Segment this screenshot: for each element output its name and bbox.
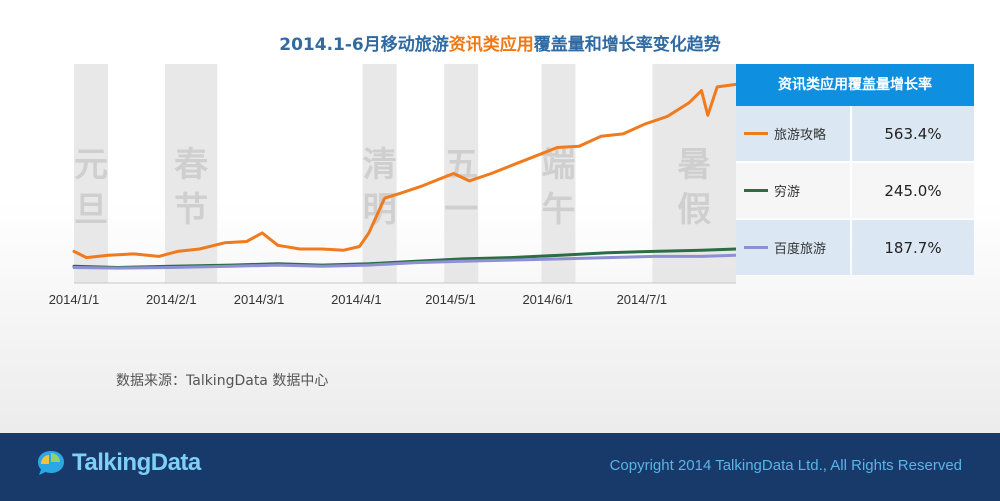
panel-row-value: 187.7% — [852, 220, 974, 275]
panel-row: 旅游攻略 563.4% — [736, 106, 974, 161]
panel-row-name: 旅游攻略 — [774, 128, 827, 143]
x-tick-label: 2014/4/1 — [331, 292, 382, 307]
panel-row-value: 563.4% — [852, 106, 974, 161]
panel-header: 资讯类应用覆盖量增长率 — [736, 64, 974, 106]
holiday-label: 旦 — [74, 190, 108, 230]
x-tick-label: 2014/7/1 — [617, 292, 668, 307]
chat-bubble-logo-icon — [38, 451, 64, 475]
series-line — [72, 82, 738, 260]
title-highlight: 资讯类应用 — [448, 35, 534, 55]
x-tick-label: 2014/2/1 — [146, 292, 197, 307]
holiday-band — [74, 64, 108, 283]
holiday-label: 一 — [444, 190, 478, 230]
series-line — [72, 253, 738, 270]
holiday-label: 午 — [541, 190, 575, 230]
holiday-band — [362, 64, 397, 283]
x-tick-label: 2014/5/1 — [425, 292, 476, 307]
panel-row-name-cell: 百度旅游 — [736, 220, 850, 275]
series-swatch — [744, 246, 768, 249]
panel-row-name-cell: 穷游 — [736, 163, 850, 218]
title-part2: 覆盖量和增长率变化趋势 — [533, 35, 721, 55]
title-part1: 2014.1-6月移动旅游 — [279, 35, 449, 55]
copyright-text: Copyright 2014 TalkingData Ltd., All Rig… — [609, 457, 962, 474]
data-source-note: 数据来源：TalkingData 数据中心 — [116, 373, 329, 389]
holiday-label: 节 — [174, 190, 208, 230]
logo-text: TalkingData — [72, 449, 201, 476]
holiday-band — [541, 64, 576, 283]
holiday-band — [652, 64, 736, 283]
series-swatch — [744, 132, 768, 135]
holiday-label: 假 — [677, 190, 711, 230]
footer-bar: TalkingData Copyright 2014 TalkingData L… — [0, 433, 1000, 501]
growth-rate-panel: 资讯类应用覆盖量增长率 旅游攻略 563.4% 穷游 245.0% 百度旅游 1… — [736, 64, 974, 275]
panel-row-value: 245.0% — [852, 163, 974, 218]
x-tick-label: 2014/1/1 — [49, 292, 100, 307]
panel-row: 穷游 245.0% — [736, 163, 974, 218]
x-tick-label: 2014/6/1 — [522, 292, 573, 307]
holiday-label: 暑 — [677, 145, 711, 185]
series-swatch — [744, 189, 768, 192]
panel-row-name: 穷游 — [774, 185, 801, 200]
panel-row: 百度旅游 187.7% — [736, 220, 974, 275]
x-tick-label: 2014/3/1 — [234, 292, 285, 307]
panel-row-name: 百度旅游 — [774, 242, 827, 257]
holiday-label: 春 — [174, 145, 208, 185]
panel-row-name-cell: 旅游攻略 — [736, 106, 850, 161]
holiday-label: 元 — [74, 145, 108, 185]
holiday-label: 清 — [363, 145, 397, 185]
chart-title: 2014.1-6月移动旅游资讯类应用覆盖量和增长率变化趋势 — [0, 30, 1000, 55]
talkingdata-logo: TalkingData — [36, 449, 201, 477]
